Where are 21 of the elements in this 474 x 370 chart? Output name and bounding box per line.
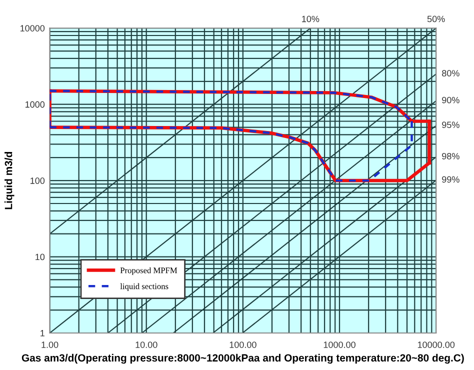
text: 50% <box>427 16 445 22</box>
x-axis-title: Gas am3/d(Operating pressure:8000~12000kPaa and Operating temperature:20~80 deg.C) <box>22 354 464 364</box>
y-tick-label: 10 <box>36 254 45 260</box>
text: 80% <box>442 70 460 76</box>
y-tick-label: 10000 <box>20 25 45 32</box>
y-tick-label: 1000 <box>26 101 45 108</box>
text: 98% <box>442 152 460 160</box>
y-axis-title: Liquid m3/d <box>4 152 14 210</box>
y-tick-label: 100 <box>30 178 45 184</box>
text: 95% <box>442 122 460 128</box>
text: 90% <box>442 96 460 104</box>
legend-label: liquid sections <box>120 283 168 291</box>
legend-label: Proposed MPFM <box>120 267 178 275</box>
y-tick-label: 1 <box>40 330 44 336</box>
x-tick-label: 1000.00 <box>324 342 356 348</box>
x-tick-label: 1.00 <box>42 342 58 348</box>
x-tick-label: 10000.00 <box>418 342 455 348</box>
text: 10% <box>302 16 320 22</box>
x-tick-label: 10.00 <box>136 342 158 348</box>
x-tick-label: 100.00 <box>230 342 256 348</box>
text: 99% <box>442 176 460 183</box>
